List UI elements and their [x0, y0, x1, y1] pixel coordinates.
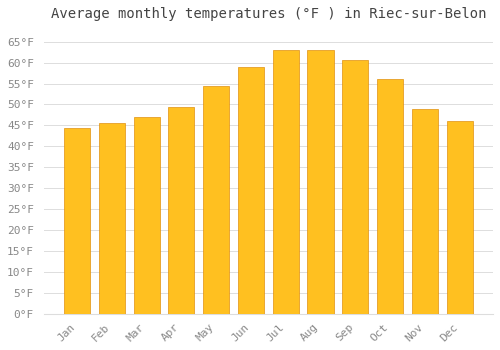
Bar — [168, 107, 194, 314]
Bar — [203, 86, 229, 314]
Bar — [99, 123, 125, 314]
Bar — [377, 79, 403, 314]
Bar — [308, 50, 334, 314]
Bar — [342, 61, 368, 314]
Bar — [446, 121, 472, 314]
Bar — [412, 109, 438, 314]
Bar — [134, 117, 160, 314]
Bar — [64, 127, 90, 314]
Title: Average monthly temperatures (°F ) in Riec-sur-Belon: Average monthly temperatures (°F ) in Ri… — [50, 7, 486, 21]
Bar — [272, 50, 299, 314]
Bar — [238, 67, 264, 314]
